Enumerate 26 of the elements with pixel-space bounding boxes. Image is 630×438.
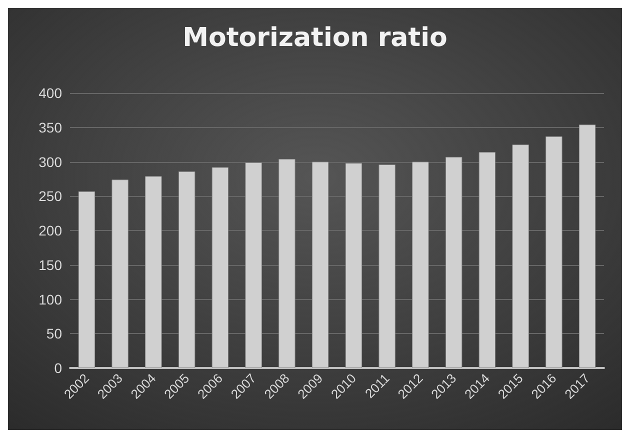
y-tick-label: 200 — [38, 222, 62, 238]
bar — [378, 164, 396, 368]
chart-title: Motorization ratio — [182, 23, 448, 53]
bar — [312, 162, 329, 368]
y-tick-label: 350 — [38, 119, 62, 136]
bar — [546, 136, 562, 368]
bar — [245, 162, 262, 368]
y-tick-label: 50 — [46, 326, 62, 342]
y-tick-label: 100 — [38, 291, 62, 308]
bar — [78, 191, 96, 368]
bar — [578, 124, 596, 368]
bar — [445, 156, 462, 368]
bar — [178, 171, 196, 368]
y-tick-label: 0 — [54, 360, 62, 376]
bar — [512, 144, 529, 368]
bar — [412, 162, 429, 368]
bar — [278, 159, 296, 368]
y-tick-label: 150 — [38, 256, 62, 273]
y-tick-label: 400 — [38, 85, 62, 101]
bar — [212, 167, 229, 368]
y-tick-label: 300 — [38, 154, 62, 170]
bar — [478, 152, 496, 368]
bar — [112, 180, 128, 368]
bar — [345, 163, 362, 368]
bar — [145, 176, 162, 368]
y-tick-label: 250 — [38, 188, 62, 204]
